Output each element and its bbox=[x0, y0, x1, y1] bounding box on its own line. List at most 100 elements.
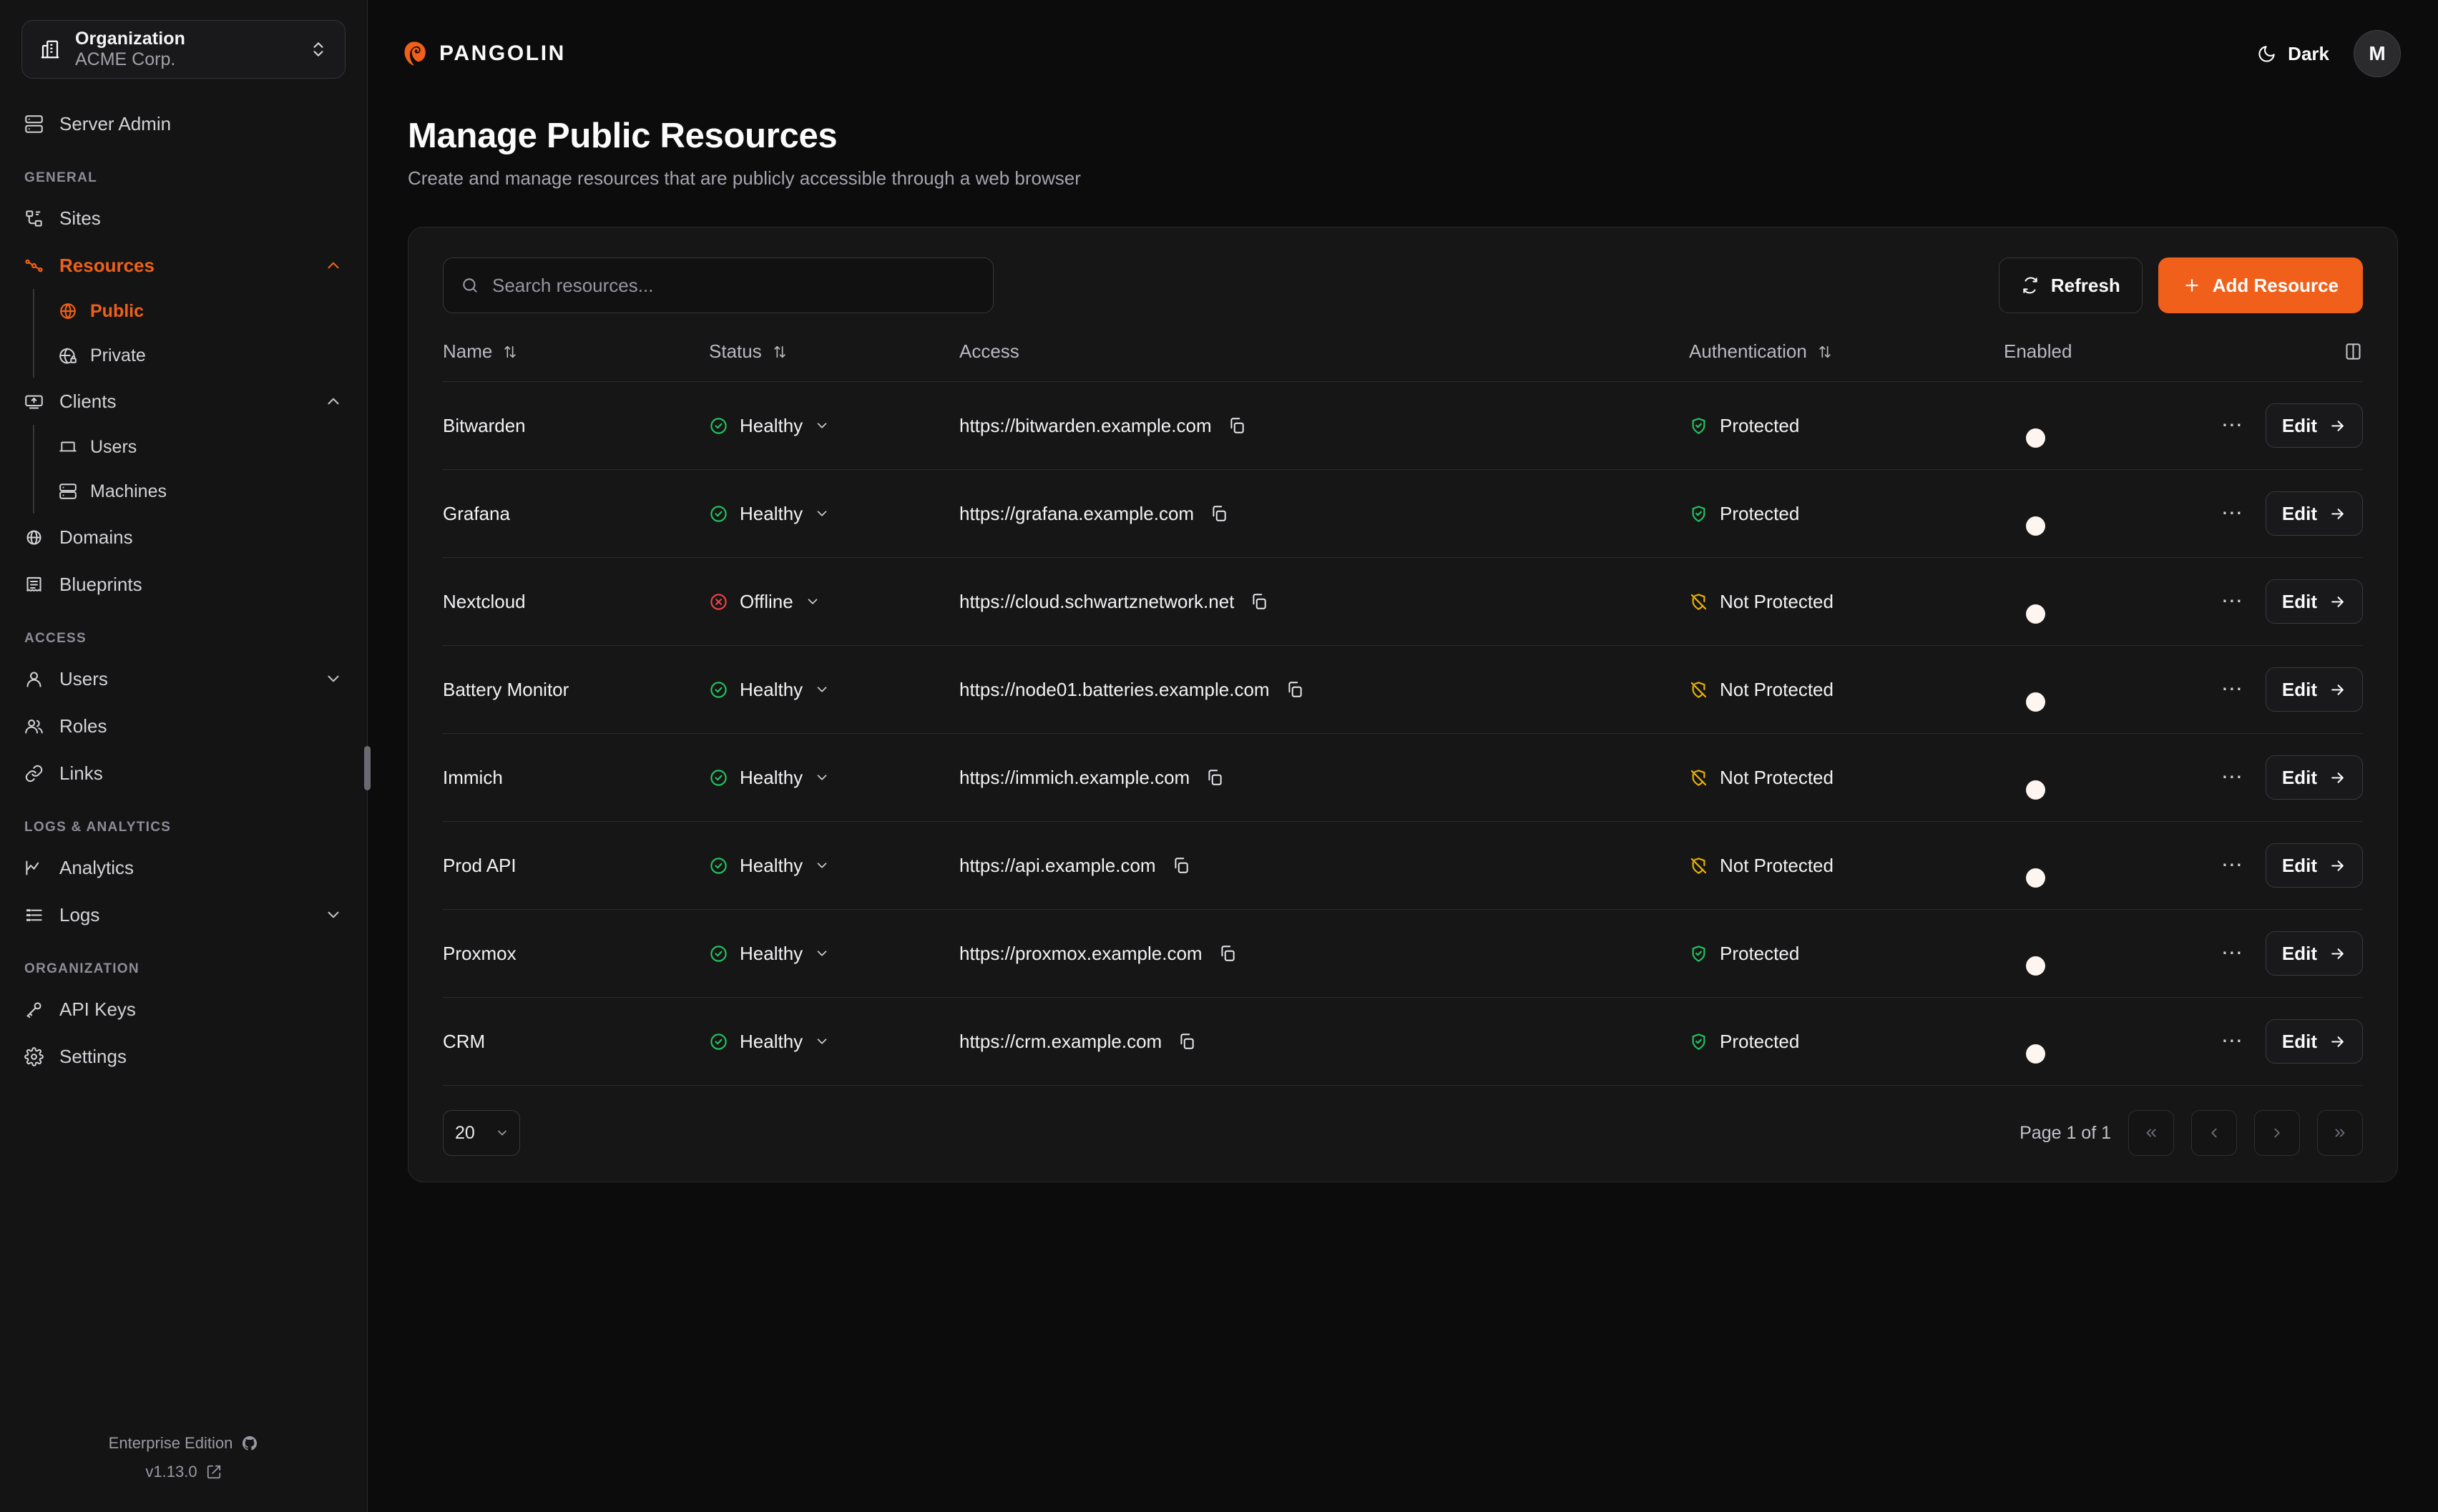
table-row[interactable]: Immich Healthy https://immich.example.co… bbox=[443, 734, 2363, 822]
edit-button[interactable]: Edit bbox=[2265, 579, 2363, 624]
chevron-down-icon[interactable] bbox=[814, 418, 830, 433]
chevron-down-icon[interactable] bbox=[814, 946, 830, 961]
sidebar-item-settings[interactable]: Settings bbox=[0, 1033, 367, 1080]
status-badge[interactable]: Healthy bbox=[709, 943, 959, 965]
resource-url[interactable]: https://bitwarden.example.com bbox=[959, 414, 1212, 436]
table-row[interactable]: Bitwarden Healthy https://bitwarden.exam… bbox=[443, 382, 2363, 470]
edit-button[interactable]: Edit bbox=[2265, 931, 2363, 976]
resource-url[interactable]: https://immich.example.com bbox=[959, 766, 1190, 788]
table-row[interactable]: CRM Healthy https://crm.example.com Prot… bbox=[443, 998, 2363, 1086]
sidebar-item-roles[interactable]: Roles bbox=[0, 702, 367, 750]
sidebar-item-private[interactable]: Private bbox=[33, 333, 367, 378]
version-line[interactable]: v1.13.0 bbox=[0, 1458, 367, 1486]
sidebar-item-api-keys[interactable]: API Keys bbox=[0, 986, 367, 1033]
sidebar-resize-handle[interactable] bbox=[364, 746, 371, 790]
resource-url[interactable]: https://node01.batteries.example.com bbox=[959, 678, 1270, 700]
add-resource-button[interactable]: Add Resource bbox=[2158, 257, 2363, 313]
sort-icon[interactable] bbox=[502, 344, 518, 360]
column-header-name[interactable]: Name bbox=[443, 340, 709, 382]
status-badge[interactable]: Healthy bbox=[709, 415, 959, 437]
resource-url[interactable]: https://cloud.schwartznetwork.net bbox=[959, 590, 1235, 612]
sidebar-item-sites[interactable]: Sites bbox=[0, 195, 367, 242]
edit-button[interactable]: Edit bbox=[2265, 1019, 2363, 1064]
resource-url[interactable]: https://proxmox.example.com bbox=[959, 942, 1203, 964]
refresh-button[interactable]: Refresh bbox=[1998, 257, 2143, 313]
status-badge[interactable]: Healthy bbox=[709, 503, 959, 525]
table-row[interactable]: Grafana Healthy https://grafana.example.… bbox=[443, 470, 2363, 558]
status-badge[interactable]: Healthy bbox=[709, 1031, 959, 1053]
sidebar-item-resources[interactable]: Resources bbox=[0, 242, 367, 289]
edit-button[interactable]: Edit bbox=[2265, 491, 2363, 536]
table-row[interactable]: Proxmox Healthy https://proxmox.example.… bbox=[443, 910, 2363, 998]
copy-icon[interactable] bbox=[1250, 592, 1268, 611]
external-link-icon[interactable] bbox=[206, 1464, 222, 1480]
chevron-down-icon[interactable] bbox=[814, 506, 830, 521]
sidebar-item-server-admin[interactable]: Server Admin bbox=[0, 100, 367, 147]
copy-icon[interactable] bbox=[1178, 1032, 1196, 1051]
copy-icon[interactable] bbox=[1205, 768, 1224, 787]
edit-button[interactable]: Edit bbox=[2265, 403, 2363, 448]
ellipsis-icon[interactable]: ⋯ bbox=[2221, 941, 2244, 965]
column-header-authentication[interactable]: Authentication bbox=[1689, 340, 2004, 382]
ellipsis-icon[interactable]: ⋯ bbox=[2221, 501, 2244, 525]
status-badge[interactable]: Healthy bbox=[709, 679, 959, 701]
chevron-down-icon[interactable] bbox=[814, 858, 830, 873]
brand[interactable]: PANGOLIN bbox=[401, 40, 566, 67]
table-row[interactable]: Nextcloud Offline https://cloud.schwartz… bbox=[443, 558, 2363, 646]
chevron-down-icon[interactable] bbox=[814, 770, 830, 785]
status-badge[interactable]: Healthy bbox=[709, 855, 959, 877]
sidebar-item-public[interactable]: Public bbox=[33, 289, 367, 333]
sidebar-item-domains[interactable]: Domains bbox=[0, 514, 367, 561]
status-badge[interactable]: Healthy bbox=[709, 767, 959, 789]
chevron-down-icon[interactable] bbox=[324, 905, 343, 924]
page-size-select[interactable]: 20 bbox=[443, 1110, 520, 1156]
resource-url[interactable]: https://api.example.com bbox=[959, 854, 1156, 876]
chevron-up-icon[interactable] bbox=[324, 256, 343, 275]
prev-page-button[interactable] bbox=[2191, 1110, 2237, 1156]
copy-icon[interactable] bbox=[1286, 680, 1304, 699]
theme-toggle[interactable]: Dark bbox=[2257, 43, 2329, 65]
ellipsis-icon[interactable]: ⋯ bbox=[2221, 1029, 2244, 1053]
last-page-button[interactable] bbox=[2317, 1110, 2363, 1156]
chevron-down-icon[interactable] bbox=[324, 669, 343, 688]
ellipsis-icon[interactable]: ⋯ bbox=[2221, 765, 2244, 789]
copy-icon[interactable] bbox=[1172, 856, 1190, 875]
edition-line[interactable]: Enterprise Edition bbox=[0, 1429, 367, 1458]
sidebar-item-clients[interactable]: Clients bbox=[0, 378, 367, 425]
sidebar-item-links[interactable]: Links bbox=[0, 750, 367, 797]
sidebar-item-clients-users[interactable]: Users bbox=[33, 425, 367, 469]
column-header-status[interactable]: Status bbox=[709, 340, 959, 382]
ellipsis-icon[interactable]: ⋯ bbox=[2221, 853, 2244, 877]
columns-icon[interactable] bbox=[2344, 342, 2363, 361]
copy-icon[interactable] bbox=[1218, 944, 1237, 963]
next-page-button[interactable] bbox=[2254, 1110, 2300, 1156]
org-switcher[interactable]: Organization ACME Corp. bbox=[21, 20, 346, 79]
chevron-down-icon[interactable] bbox=[814, 682, 830, 697]
ellipsis-icon[interactable]: ⋯ bbox=[2221, 677, 2244, 701]
github-icon[interactable] bbox=[241, 1435, 258, 1452]
sidebar-item-logs[interactable]: Logs bbox=[0, 891, 367, 938]
edit-button[interactable]: Edit bbox=[2265, 843, 2363, 888]
resource-url[interactable]: https://grafana.example.com bbox=[959, 502, 1195, 524]
chevrons-up-down-icon[interactable] bbox=[309, 40, 328, 59]
chevron-down-icon[interactable] bbox=[805, 594, 821, 609]
ellipsis-icon[interactable]: ⋯ bbox=[2221, 589, 2244, 613]
table-row[interactable]: Prod API Healthy https://api.example.com… bbox=[443, 822, 2363, 910]
search-input[interactable] bbox=[492, 274, 976, 297]
sidebar-item-analytics[interactable]: Analytics bbox=[0, 844, 367, 891]
sort-icon[interactable] bbox=[772, 344, 788, 360]
sort-icon[interactable] bbox=[1817, 344, 1833, 360]
ellipsis-icon[interactable]: ⋯ bbox=[2221, 413, 2244, 437]
edit-button[interactable]: Edit bbox=[2265, 755, 2363, 800]
copy-icon[interactable] bbox=[1228, 416, 1246, 435]
copy-icon[interactable] bbox=[1210, 504, 1228, 523]
sidebar-item-users[interactable]: Users bbox=[0, 655, 367, 702]
first-page-button[interactable] bbox=[2128, 1110, 2174, 1156]
table-row[interactable]: Battery Monitor Healthy https://node01.b… bbox=[443, 646, 2363, 734]
avatar[interactable]: M bbox=[2354, 30, 2401, 77]
chevron-down-icon[interactable] bbox=[814, 1034, 830, 1049]
status-badge[interactable]: Offline bbox=[709, 591, 959, 613]
sidebar-item-blueprints[interactable]: Blueprints bbox=[0, 561, 367, 608]
resource-url[interactable]: https://crm.example.com bbox=[959, 1030, 1162, 1052]
search-box[interactable] bbox=[443, 257, 994, 313]
